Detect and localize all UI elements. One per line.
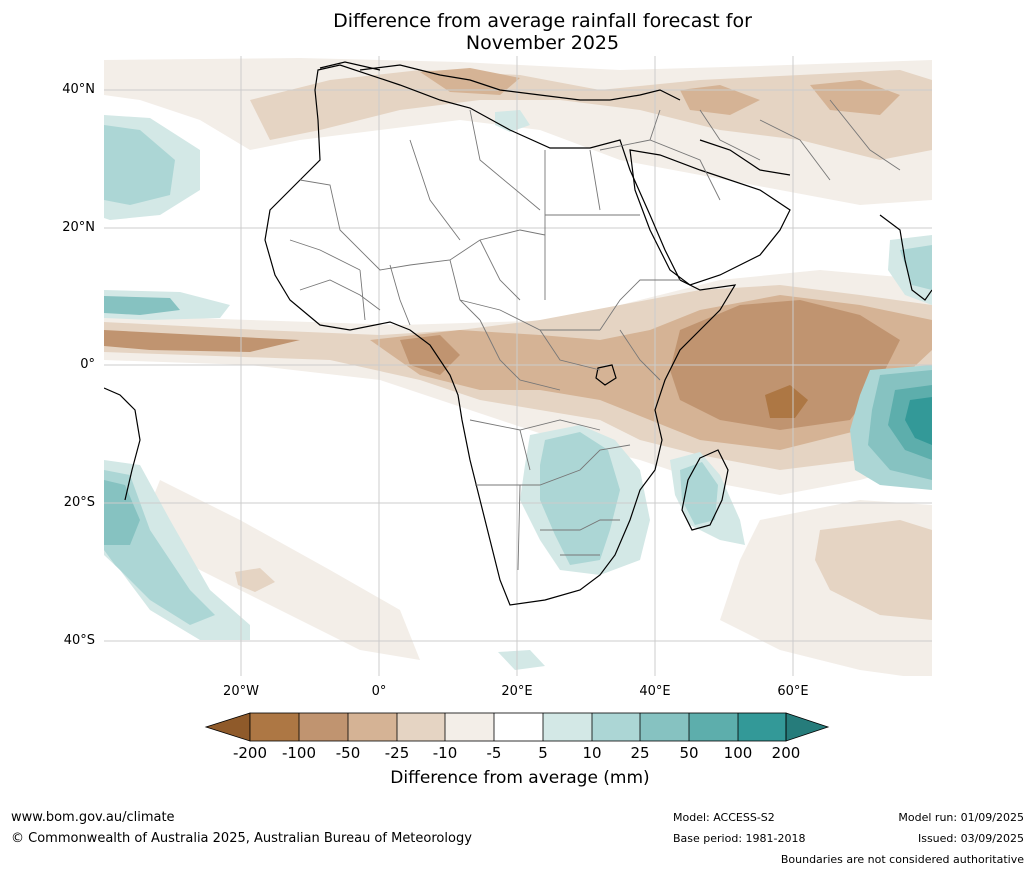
- footer-issued: Issued: 03/09/2025: [917, 832, 1024, 845]
- colorbar-tick: -25: [384, 744, 410, 762]
- footer-base-period: Base period: 1981-2018: [673, 832, 806, 845]
- footer-url: www.bom.gov.au/climate: [11, 810, 175, 825]
- coastline-iberia: [319, 61, 381, 71]
- colorbar-cell: [640, 713, 689, 741]
- title-line-1: Difference from average rainfall forecas…: [333, 10, 752, 32]
- colorbar-cell: [299, 713, 348, 741]
- colorbar-min-arrow: [204, 712, 251, 742]
- border-segments-central-africa: [459, 279, 680, 391]
- border-segments-southern-africa: [469, 419, 631, 571]
- dry-area-south-atlantic-patch: [235, 568, 275, 592]
- wet-area-southern-africa-inner: [540, 432, 620, 565]
- dry-area-south-indian-ocean-inner: [815, 520, 932, 620]
- lat-label-20s: 20°S: [63, 495, 95, 510]
- colorbar-tick: -200: [232, 744, 268, 762]
- border-segments-north-africa: [299, 109, 640, 300]
- colorbar-tick: -10: [432, 744, 458, 762]
- lon-label-20e: 20°E: [501, 684, 533, 699]
- coastline-lake-victoria: [595, 364, 617, 386]
- lat-label-equator: 0°: [80, 357, 95, 372]
- graticule: [104, 56, 932, 676]
- dry-area-south-atlantic: [140, 480, 420, 660]
- dry-area-indian-ocean-core: [765, 385, 808, 418]
- colorbar-tick: 5: [538, 744, 548, 762]
- dry-area-central-asia: [810, 80, 900, 115]
- colorbar-tick: 50: [679, 744, 699, 762]
- map-title: Difference from average rainfall forecas…: [240, 10, 845, 54]
- colorbar-outline: [249, 712, 787, 742]
- footer-disclaimer: Boundaries are not considered authoritat…: [780, 853, 1024, 866]
- colorbar-cell: [494, 713, 543, 741]
- wet-area-southeast-indian-ocean-max: [905, 397, 932, 445]
- footer-copyright: © Commonwealth of Australia 2025, Austra…: [11, 831, 472, 846]
- coastline-persian-gulf: [699, 139, 791, 176]
- colorbar-tick: 10: [582, 744, 602, 762]
- lat-label-20n: 20°N: [62, 220, 95, 235]
- colorbar-tick: 200: [771, 744, 801, 762]
- coastline-south-america: [104, 387, 141, 501]
- coastline-madagascar: [681, 449, 729, 531]
- colorbar-cell: [592, 713, 640, 741]
- lon-label-0: 0°: [371, 684, 387, 699]
- border-segments-west-africa: [289, 239, 521, 326]
- colorbar-cell: [397, 713, 445, 741]
- wet-area-southwest-atlantic-core: [104, 480, 140, 545]
- map-panel: [104, 56, 932, 676]
- colorbar-dividers: [298, 713, 739, 741]
- wet-area-south-atlantic-small: [498, 650, 545, 670]
- coastline-india: [879, 214, 932, 301]
- colorbar-cell: [543, 713, 592, 741]
- wet-anomaly-areas: [104, 110, 932, 670]
- dry-area-middle-east: [680, 85, 760, 115]
- colorbar-tick: 25: [630, 744, 650, 762]
- colorbar-tick: 100: [723, 744, 753, 762]
- coastline-africa: [264, 64, 737, 606]
- lat-label-40s: 40°S: [63, 633, 95, 648]
- colorbar-cell: [348, 713, 397, 741]
- lon-label-60e: 60°E: [777, 684, 809, 699]
- lon-label-20w: 20°W: [223, 684, 259, 699]
- colorbar-max-arrow: [785, 712, 830, 742]
- footer-model-run: Model run: 01/09/2025: [898, 811, 1024, 824]
- lon-label-40e: 40°E: [639, 684, 671, 699]
- colorbar: [204, 712, 830, 742]
- colorbar-cell: [445, 713, 494, 741]
- wet-area-north-atlantic-inner: [104, 125, 175, 205]
- border-segments-middle-east: [599, 99, 901, 201]
- colorbar-cell: [250, 713, 299, 741]
- colorbar-tick: -5: [486, 744, 502, 762]
- colorbar-cell: [689, 713, 738, 741]
- coastlines: [104, 61, 932, 606]
- lat-label-40n: 40°N: [62, 82, 95, 97]
- wet-area-tropical-atlantic-inner: [104, 296, 180, 315]
- country-borders: [289, 99, 901, 571]
- colorbar-cell: [738, 713, 786, 741]
- colorbar-label: Difference from average (mm): [390, 768, 650, 788]
- title-line-2: November 2025: [465, 32, 620, 54]
- wet-area-bay-of-bengal-inner: [900, 245, 932, 290]
- dry-area-atlantic-band: [104, 330, 300, 352]
- colorbar-tick: -100: [281, 744, 317, 762]
- coastline-arabian-peninsula: [629, 149, 791, 286]
- footer-model: Model: ACCESS-S2: [673, 811, 775, 824]
- coastline-southern-europe: [359, 64, 681, 101]
- colorbar-tick: -50: [335, 744, 361, 762]
